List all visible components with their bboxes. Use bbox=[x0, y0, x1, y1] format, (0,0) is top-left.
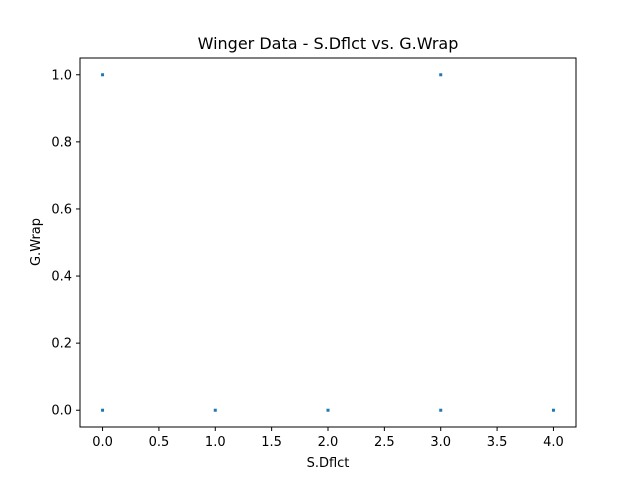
y-tick-label: 1.0 bbox=[51, 68, 72, 83]
x-axis-label: S.Dflct bbox=[307, 456, 350, 471]
x-tick-label: 3.0 bbox=[430, 435, 451, 450]
scatter-point bbox=[439, 408, 443, 412]
x-tick-label: 4.0 bbox=[543, 435, 564, 450]
scatter-point bbox=[551, 408, 555, 412]
x-tick-label: 2.5 bbox=[374, 435, 395, 450]
x-tick-label: 2.0 bbox=[318, 435, 339, 450]
scatter-point bbox=[326, 408, 330, 412]
x-tick-label: 1.5 bbox=[261, 435, 282, 450]
x-tick-label: 0.0 bbox=[92, 435, 113, 450]
x-tick-label: 3.5 bbox=[487, 435, 508, 450]
y-axis-ticks: 0.0 0.2 0.4 0.6 0.8 1.0 bbox=[51, 68, 80, 419]
scatter-point bbox=[439, 73, 443, 77]
points-layer bbox=[101, 73, 555, 412]
chart-title: Winger Data - S.Dflct vs. G.Wrap bbox=[198, 34, 459, 53]
scatter-point bbox=[213, 408, 217, 412]
scatter-point bbox=[101, 73, 105, 77]
scatter-point bbox=[101, 408, 105, 412]
y-tick-label: 0.8 bbox=[51, 135, 72, 150]
y-tick-label: 0.4 bbox=[51, 270, 72, 285]
x-axis-ticks: 0.0 0.5 1.0 1.5 2.0 2.5 3.0 3.5 4.0 bbox=[92, 427, 564, 450]
plot-frame bbox=[79, 57, 577, 428]
y-tick-label: 0.6 bbox=[51, 202, 72, 217]
y-tick-label: 0.2 bbox=[51, 337, 72, 352]
y-tick-label: 0.0 bbox=[51, 404, 72, 419]
x-tick-label: 0.5 bbox=[149, 435, 170, 450]
x-tick-label: 1.0 bbox=[205, 435, 226, 450]
y-axis-label: G.Wrap bbox=[29, 218, 44, 266]
